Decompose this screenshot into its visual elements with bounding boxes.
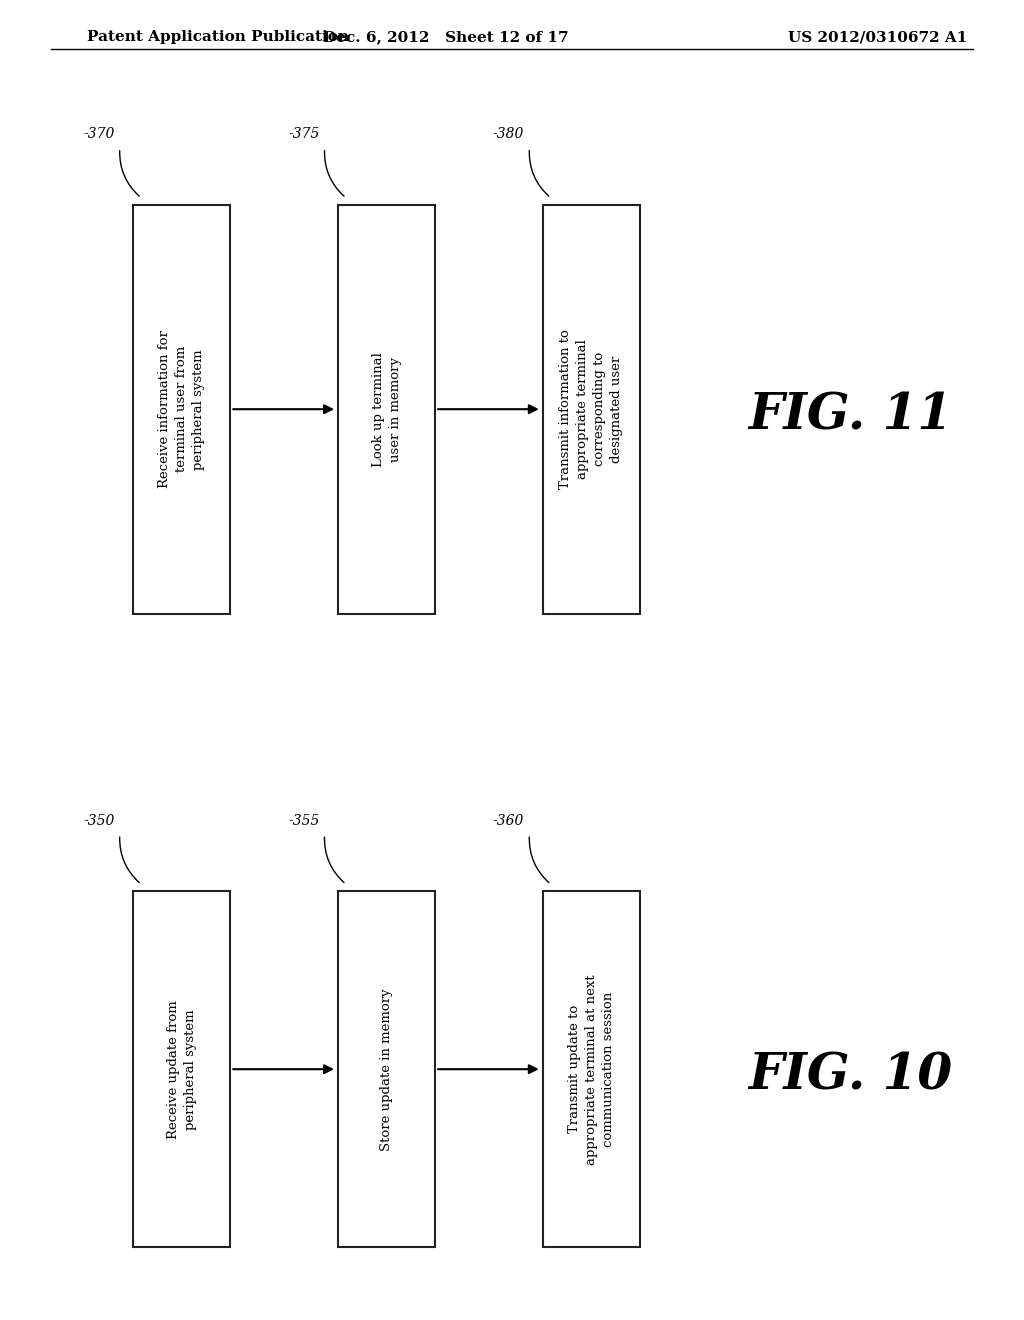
Text: US 2012/0310672 A1: US 2012/0310672 A1 bbox=[788, 30, 968, 45]
Text: FIG. 11: FIG. 11 bbox=[748, 391, 952, 441]
Text: Look up terminal
user in memory: Look up terminal user in memory bbox=[372, 351, 401, 467]
Bar bbox=[133, 891, 230, 1247]
Text: Transmit update to
appropriate terminal at next
communication session: Transmit update to appropriate terminal … bbox=[568, 974, 614, 1164]
Text: -350: -350 bbox=[83, 813, 115, 828]
Text: Patent Application Publication: Patent Application Publication bbox=[87, 30, 349, 45]
Text: -360: -360 bbox=[493, 813, 524, 828]
Text: Store update in memory: Store update in memory bbox=[380, 987, 393, 1151]
Text: Dec. 6, 2012   Sheet 12 of 17: Dec. 6, 2012 Sheet 12 of 17 bbox=[323, 30, 568, 45]
Text: -355: -355 bbox=[288, 813, 319, 828]
Bar bbox=[543, 891, 640, 1247]
Text: -375: -375 bbox=[288, 127, 319, 141]
Text: -370: -370 bbox=[83, 127, 115, 141]
Text: Transmit information to
appropriate terminal
corresponding to
designated user: Transmit information to appropriate term… bbox=[559, 329, 624, 490]
Bar bbox=[338, 205, 435, 614]
Text: Receive information for
terminal user from
peripheral system: Receive information for terminal user fr… bbox=[159, 330, 205, 488]
Text: Receive update from
peripheral system: Receive update from peripheral system bbox=[167, 999, 197, 1139]
Bar bbox=[338, 891, 435, 1247]
Bar bbox=[543, 205, 640, 614]
Text: -380: -380 bbox=[493, 127, 524, 141]
Text: FIG. 10: FIG. 10 bbox=[748, 1051, 952, 1101]
Bar bbox=[133, 205, 230, 614]
